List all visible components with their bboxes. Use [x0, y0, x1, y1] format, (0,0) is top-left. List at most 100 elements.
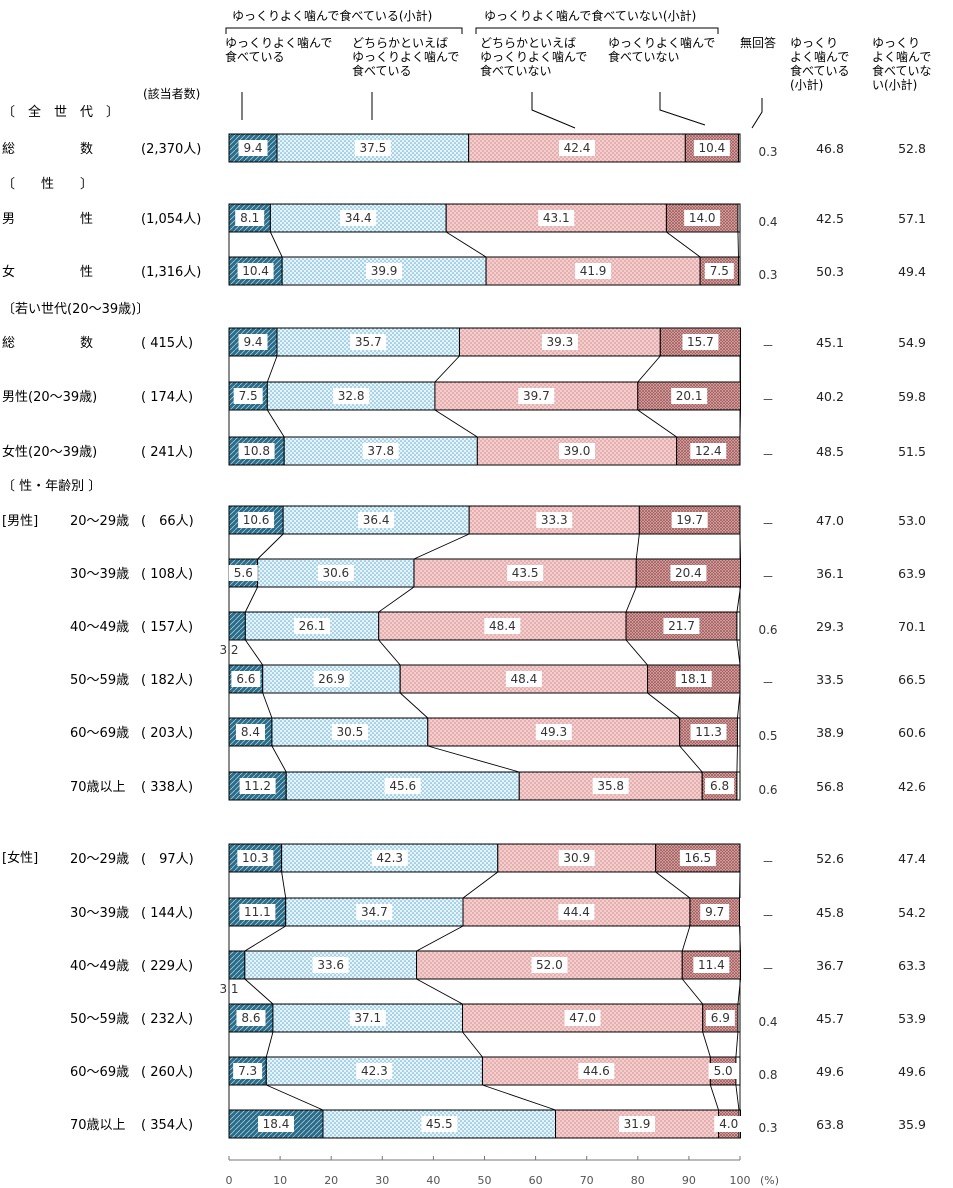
x-tick-label: 10 — [273, 1174, 287, 1187]
subtotal-chew: 45.7 — [816, 1011, 844, 1026]
value-label-box — [340, 210, 377, 226]
subtotal-not-chew: 63.3 — [898, 958, 926, 973]
value-label: 15.7 — [687, 335, 714, 349]
value-label-box — [333, 388, 370, 404]
value-label-box — [384, 778, 421, 794]
value-label: 5.0 — [714, 1064, 733, 1078]
row-label: 40～49歳 — [70, 959, 129, 974]
connector-line — [462, 871, 499, 899]
group-header-not-chew: ゆっくりよく噛んで食べていない(小計) — [484, 8, 696, 23]
connector-line — [378, 639, 401, 666]
value-label: 39.3 — [547, 335, 574, 349]
subtotal-chew: 48.5 — [816, 444, 844, 459]
value-label-no-answer: － — [762, 570, 774, 584]
value-label-no-answer: 0.6 — [758, 623, 777, 637]
legend-series-0: ゆっくりよく噛んで食べている — [225, 36, 332, 64]
value-label-box — [239, 778, 276, 794]
value-label-box — [518, 388, 555, 404]
header-count: (該当者数) — [143, 86, 200, 101]
value-label-no-answer: － — [762, 393, 774, 407]
value-label: 9.4 — [243, 335, 262, 349]
value-label: 39.0 — [564, 444, 591, 458]
connector-line — [736, 745, 738, 773]
row-count: ( 415人) — [141, 336, 193, 351]
value-label: 5.6 — [234, 566, 253, 580]
value-label: 30.9 — [563, 851, 590, 865]
connector-line — [244, 978, 274, 1005]
value-label-box — [235, 210, 265, 226]
value-label: 6.6 — [236, 672, 255, 686]
connector-line — [637, 409, 677, 438]
value-label-box — [558, 140, 595, 156]
section-sex: 〔 性 〕 — [2, 177, 93, 192]
value-label: 21.7 — [668, 619, 695, 633]
bar-row: 女 性 (1,316人) 10.4 39.9 41.9 7.5 0.3 50.3 49.4 — [2, 256, 926, 286]
value-label-box — [356, 904, 393, 920]
value-label-no-answer: 0.5 — [758, 729, 777, 743]
connector-line — [666, 231, 701, 258]
connector-line — [269, 231, 283, 258]
value-label-no-answer: － — [762, 909, 774, 923]
value-label: 30.5 — [336, 725, 363, 739]
value-label: 33.3 — [541, 513, 568, 527]
x-tick-label: 40 — [426, 1174, 440, 1187]
bar-row: 男性(20～39歳) ( 174人) 7.5 32.8 39.7 20.1 － 40.2 59.… — [2, 381, 926, 411]
section-all: 〔 全 世 代 〕 — [2, 104, 119, 120]
value-label: 34.4 — [345, 211, 372, 225]
value-label: 44.6 — [583, 1064, 610, 1078]
value-label: 37.5 — [359, 141, 386, 155]
bar-segment-2 — [485, 256, 701, 286]
value-label-no-answer: 0.3 — [758, 145, 777, 159]
section-sex-age: 〔 性・年齢別 〕 — [2, 479, 101, 494]
value-label-box — [354, 140, 391, 156]
value-label: 36.4 — [363, 513, 390, 527]
value-label-box — [237, 263, 274, 279]
value-label: 18.1 — [680, 672, 707, 686]
value-label-no-answer: － — [762, 962, 774, 976]
value-label: 10.4 — [242, 264, 269, 278]
row-label: 50～59歳 — [70, 1012, 129, 1027]
value-label-no-answer: － — [762, 448, 774, 462]
row-label: 70歳以上 — [70, 1118, 126, 1133]
value-label: 19.7 — [676, 513, 703, 527]
value-label-box — [684, 210, 721, 226]
value-label-no-answer: － — [762, 855, 774, 869]
value-label-box — [578, 1063, 615, 1079]
value-label-no-answer: 0.3 — [758, 268, 777, 282]
value-label-box — [238, 334, 268, 350]
connector-line — [625, 639, 648, 666]
row-label: 60～69歳 — [70, 1065, 129, 1080]
bars-layer: 総 数 (2,370人) 9.4 37.5 42.4 10.4 0.3 46.8 52.8 男 性… — [2, 133, 926, 1139]
connector-line — [265, 1031, 274, 1058]
subtotal-not-chew: 66.5 — [898, 672, 926, 687]
connector-line — [736, 639, 741, 666]
subtotal-chew: 42.5 — [816, 211, 844, 226]
value-label: 11.2 — [244, 779, 271, 793]
value-label-box — [238, 512, 275, 528]
row-count: ( 182人) — [141, 673, 193, 688]
connector-line — [244, 586, 259, 613]
row-count: ( 241人) — [141, 445, 193, 460]
connector-line — [735, 1031, 739, 1058]
subtotal-not-chew: 35.9 — [898, 1117, 926, 1132]
connector-line — [702, 1031, 711, 1058]
value-label-no-answer: 0.6 — [758, 783, 777, 797]
subtotal-chew: 29.3 — [816, 619, 844, 634]
value-label-box — [233, 388, 263, 404]
value-label: 43.5 — [512, 566, 539, 580]
value-label: 34.7 — [361, 905, 388, 919]
value-label: 14.0 — [689, 211, 716, 225]
value-label-box — [693, 957, 730, 973]
row-label: 30～39歳 — [70, 567, 129, 582]
value-label: 45.6 — [389, 779, 416, 793]
subtotal-chew: 63.8 — [816, 1117, 844, 1132]
connector-line — [427, 745, 520, 773]
value-label-box — [558, 443, 595, 459]
value-label-box — [238, 443, 275, 459]
subtotal-not-chew: 53.0 — [898, 513, 926, 528]
bar-segment-4 — [737, 203, 741, 233]
value-label-box — [349, 1010, 386, 1026]
value-label: 6.9 — [711, 1011, 730, 1025]
row-count: ( 108人) — [141, 567, 193, 582]
group-bracket-chew — [225, 27, 463, 34]
